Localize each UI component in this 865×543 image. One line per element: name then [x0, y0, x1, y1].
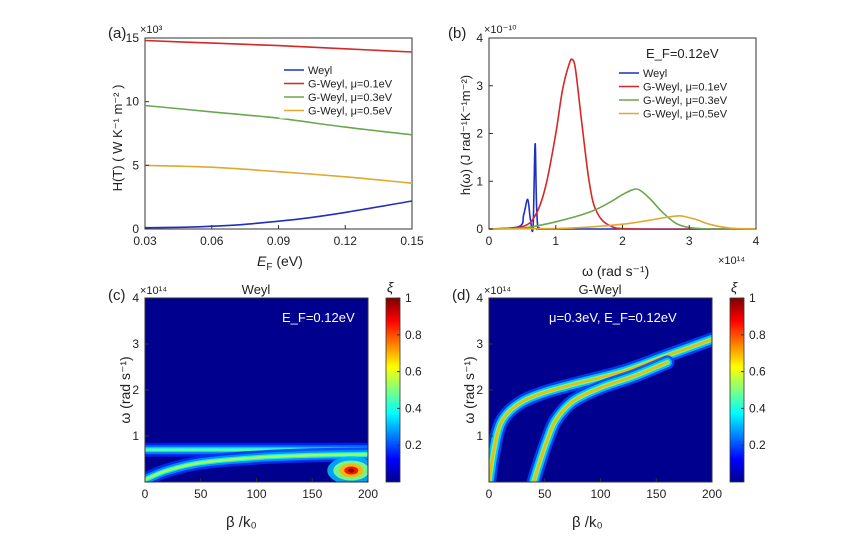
- panel-c-xtick-label: 150: [302, 487, 322, 501]
- panel-d-colorbar-tick-label: 0.2: [749, 438, 766, 452]
- panel-a-legend-entry: G-Weyl, μ=0.5eV: [308, 106, 393, 118]
- panel-d-y-exponent: ×10¹⁴: [484, 285, 511, 297]
- panel-d-annotation: μ=0.3eV, E_F=0.12eV: [549, 310, 677, 325]
- panel-c-heat-blob: [348, 468, 355, 473]
- panel-b-annotation: E_F=0.12eV: [646, 46, 719, 61]
- panel-c-colorbar-tick-label: 0.2: [405, 438, 422, 452]
- panel-d-heat-feature-1: [532, 361, 669, 482]
- panel-c-colorbar: [385, 297, 401, 483]
- panel-c-colorbar-tick-label: 0.4: [405, 401, 422, 415]
- panel-d-xtick-label: 200: [702, 487, 722, 501]
- panel-a-legend-entry: Weyl: [308, 65, 332, 77]
- panel-c-xtick-label: 0: [142, 487, 149, 501]
- panel-c-colorbar-tick-label: 0.6: [405, 365, 422, 379]
- panel-b-xtick-label: 0: [486, 234, 493, 248]
- panel-d-xtick-label: 150: [646, 487, 666, 501]
- panel-b-xtick-label: 3: [686, 234, 693, 248]
- panel-a-ytick-label: 10: [126, 95, 140, 109]
- panel-c-title: Weyl: [242, 282, 271, 297]
- panel-c-heat-feature-1: [145, 453, 368, 481]
- panel-a-ylabel: H(T) ( W K⁻¹ m⁻² ): [110, 85, 125, 192]
- panel-d-colorbar: [729, 297, 745, 483]
- panel-c-xtick-label: 50: [194, 487, 208, 501]
- panel-d-heat-feature-0: [489, 338, 712, 482]
- panel-d-colorbar-tick-label: 0.8: [749, 328, 766, 342]
- panel-d-xtick-label: 50: [538, 487, 552, 501]
- panel-b-y-exponent: ×10⁻¹⁰: [484, 24, 517, 36]
- panel-c-ytick-label: 3: [132, 337, 139, 351]
- panel-d-colorbar-tick-label: 0.6: [749, 365, 766, 379]
- panel-b-label: (b): [448, 25, 466, 42]
- panel-b-xlabel: ω (rad s⁻¹): [582, 263, 649, 279]
- panel-c-ylabel: ω (rad s⁻¹): [117, 356, 133, 423]
- panel-d: 0 50 100 150 200 1 2 3 4 (d) ×10¹⁴ G-Weyl μ=0.3e…: [452, 279, 766, 531]
- panel-d-ytick-label: 1: [476, 429, 483, 443]
- panel-a-ytick-label: 15: [126, 31, 140, 45]
- panel-c-y-exponent: ×10¹⁴: [140, 285, 167, 297]
- panel-a-ytick-label: 0: [132, 222, 139, 236]
- panel-d-ytick-label: 4: [476, 291, 483, 305]
- panel-b-ytick-label: 1: [476, 174, 483, 188]
- panel-d-xtick-label: 0: [486, 487, 493, 501]
- panel-c-annotation: E_F=0.12eV: [282, 310, 355, 325]
- panel-c-colorbar-label: ξ: [387, 279, 394, 295]
- panel-a-xtick-label: 0.03: [133, 234, 157, 248]
- panel-c-ytick-label: 1: [132, 429, 139, 443]
- panel-c-xtick-label: 100: [246, 487, 266, 501]
- panel-a-xtick-label: 0.09: [267, 234, 291, 248]
- panel-a-series-line-0: [144, 200, 413, 229]
- panel-a-ytick-label: 5: [132, 158, 139, 172]
- panel-b-xtick-label: 1: [552, 234, 559, 248]
- panel-d-xtick-label: 100: [590, 487, 610, 501]
- panel-d-xlabel: β /k₀: [572, 514, 603, 531]
- panel-c: 0 50 100 150 200 1 2 3 4 (c) ×10¹⁴ Weyl E_F=0.12…: [108, 279, 422, 531]
- panel-b-ytick-label: 0: [476, 222, 483, 236]
- panel-c-colorbar-tick-label: 0.8: [405, 328, 422, 342]
- panel-b-xtick-label: 2: [619, 234, 626, 248]
- panel-c-colorbar-tick-label: 1: [405, 291, 412, 305]
- panel-a-legend-entry: G-Weyl, μ=0.3eV: [308, 92, 393, 104]
- panel-a-xtick-label: 0.15: [400, 234, 424, 248]
- panel-a-xlabel: EF (eV): [257, 253, 303, 273]
- panel-b-ytick-label: 2: [476, 127, 483, 141]
- panel-d-title: G-Weyl: [578, 282, 621, 297]
- panel-b-ylabel: h(ω) (J rad⁻¹K⁻¹m⁻²): [458, 75, 473, 195]
- panel-d-label: (d): [452, 287, 470, 304]
- panel-c-label: (c): [108, 287, 126, 304]
- panel-a-series-line-1: [144, 39, 413, 53]
- panel-b-ytick-label: 4: [476, 31, 483, 45]
- panel-a-y-exponent: ×10³: [140, 24, 163, 36]
- panel-d-ylabel: ω (rad s⁻¹): [461, 356, 477, 423]
- panel-b-legend-entry: G-Weyl, μ=0.3eV: [643, 95, 728, 107]
- panel-a-label: (a): [108, 25, 126, 42]
- panel-d-ytick-label: 3: [476, 337, 483, 351]
- panel-d-colorbar-label: ξ: [731, 279, 738, 295]
- panel-c-xlabel: β /k₀: [226, 514, 257, 531]
- panel-b-x-exponent: ×10¹⁴: [718, 255, 745, 267]
- panel-d-colorbar-tick-label: 1: [749, 291, 756, 305]
- panel-b-xtick-label: 4: [753, 234, 760, 248]
- panel-c-xtick-label: 200: [358, 487, 378, 501]
- panel-a-series-line-2: [144, 104, 413, 136]
- panel-b-series-line-2: [488, 188, 757, 230]
- panel-b-ytick-label: 3: [476, 79, 483, 93]
- panel-c-ytick-label: 2: [132, 383, 139, 397]
- panel-a-xtick-label: 0.06: [200, 234, 224, 248]
- panel-d-colorbar-tick-label: 0.4: [749, 401, 766, 415]
- panel-d-ytick-label: 2: [476, 383, 483, 397]
- panel-c-ytick-label: 4: [132, 291, 139, 305]
- panel-b-legend-entry: G-Weyl, μ=0.5eV: [643, 109, 728, 121]
- panel-a-xtick-label: 0.12: [334, 234, 358, 248]
- panel-b-legend-entry: G-Weyl, μ=0.1eV: [643, 82, 728, 94]
- panel-a-series-line-3: [144, 164, 413, 184]
- panel-a-legend-entry: G-Weyl, μ=0.1eV: [308, 79, 393, 91]
- panel-b-series-line-3: [488, 215, 757, 230]
- panel-b-legend-entry: Weyl: [643, 68, 667, 80]
- panel-a: 0.03 0.06 0.09 0.12 0.15 0 5 10 15 (a) ×10³ EF (…: [108, 24, 424, 273]
